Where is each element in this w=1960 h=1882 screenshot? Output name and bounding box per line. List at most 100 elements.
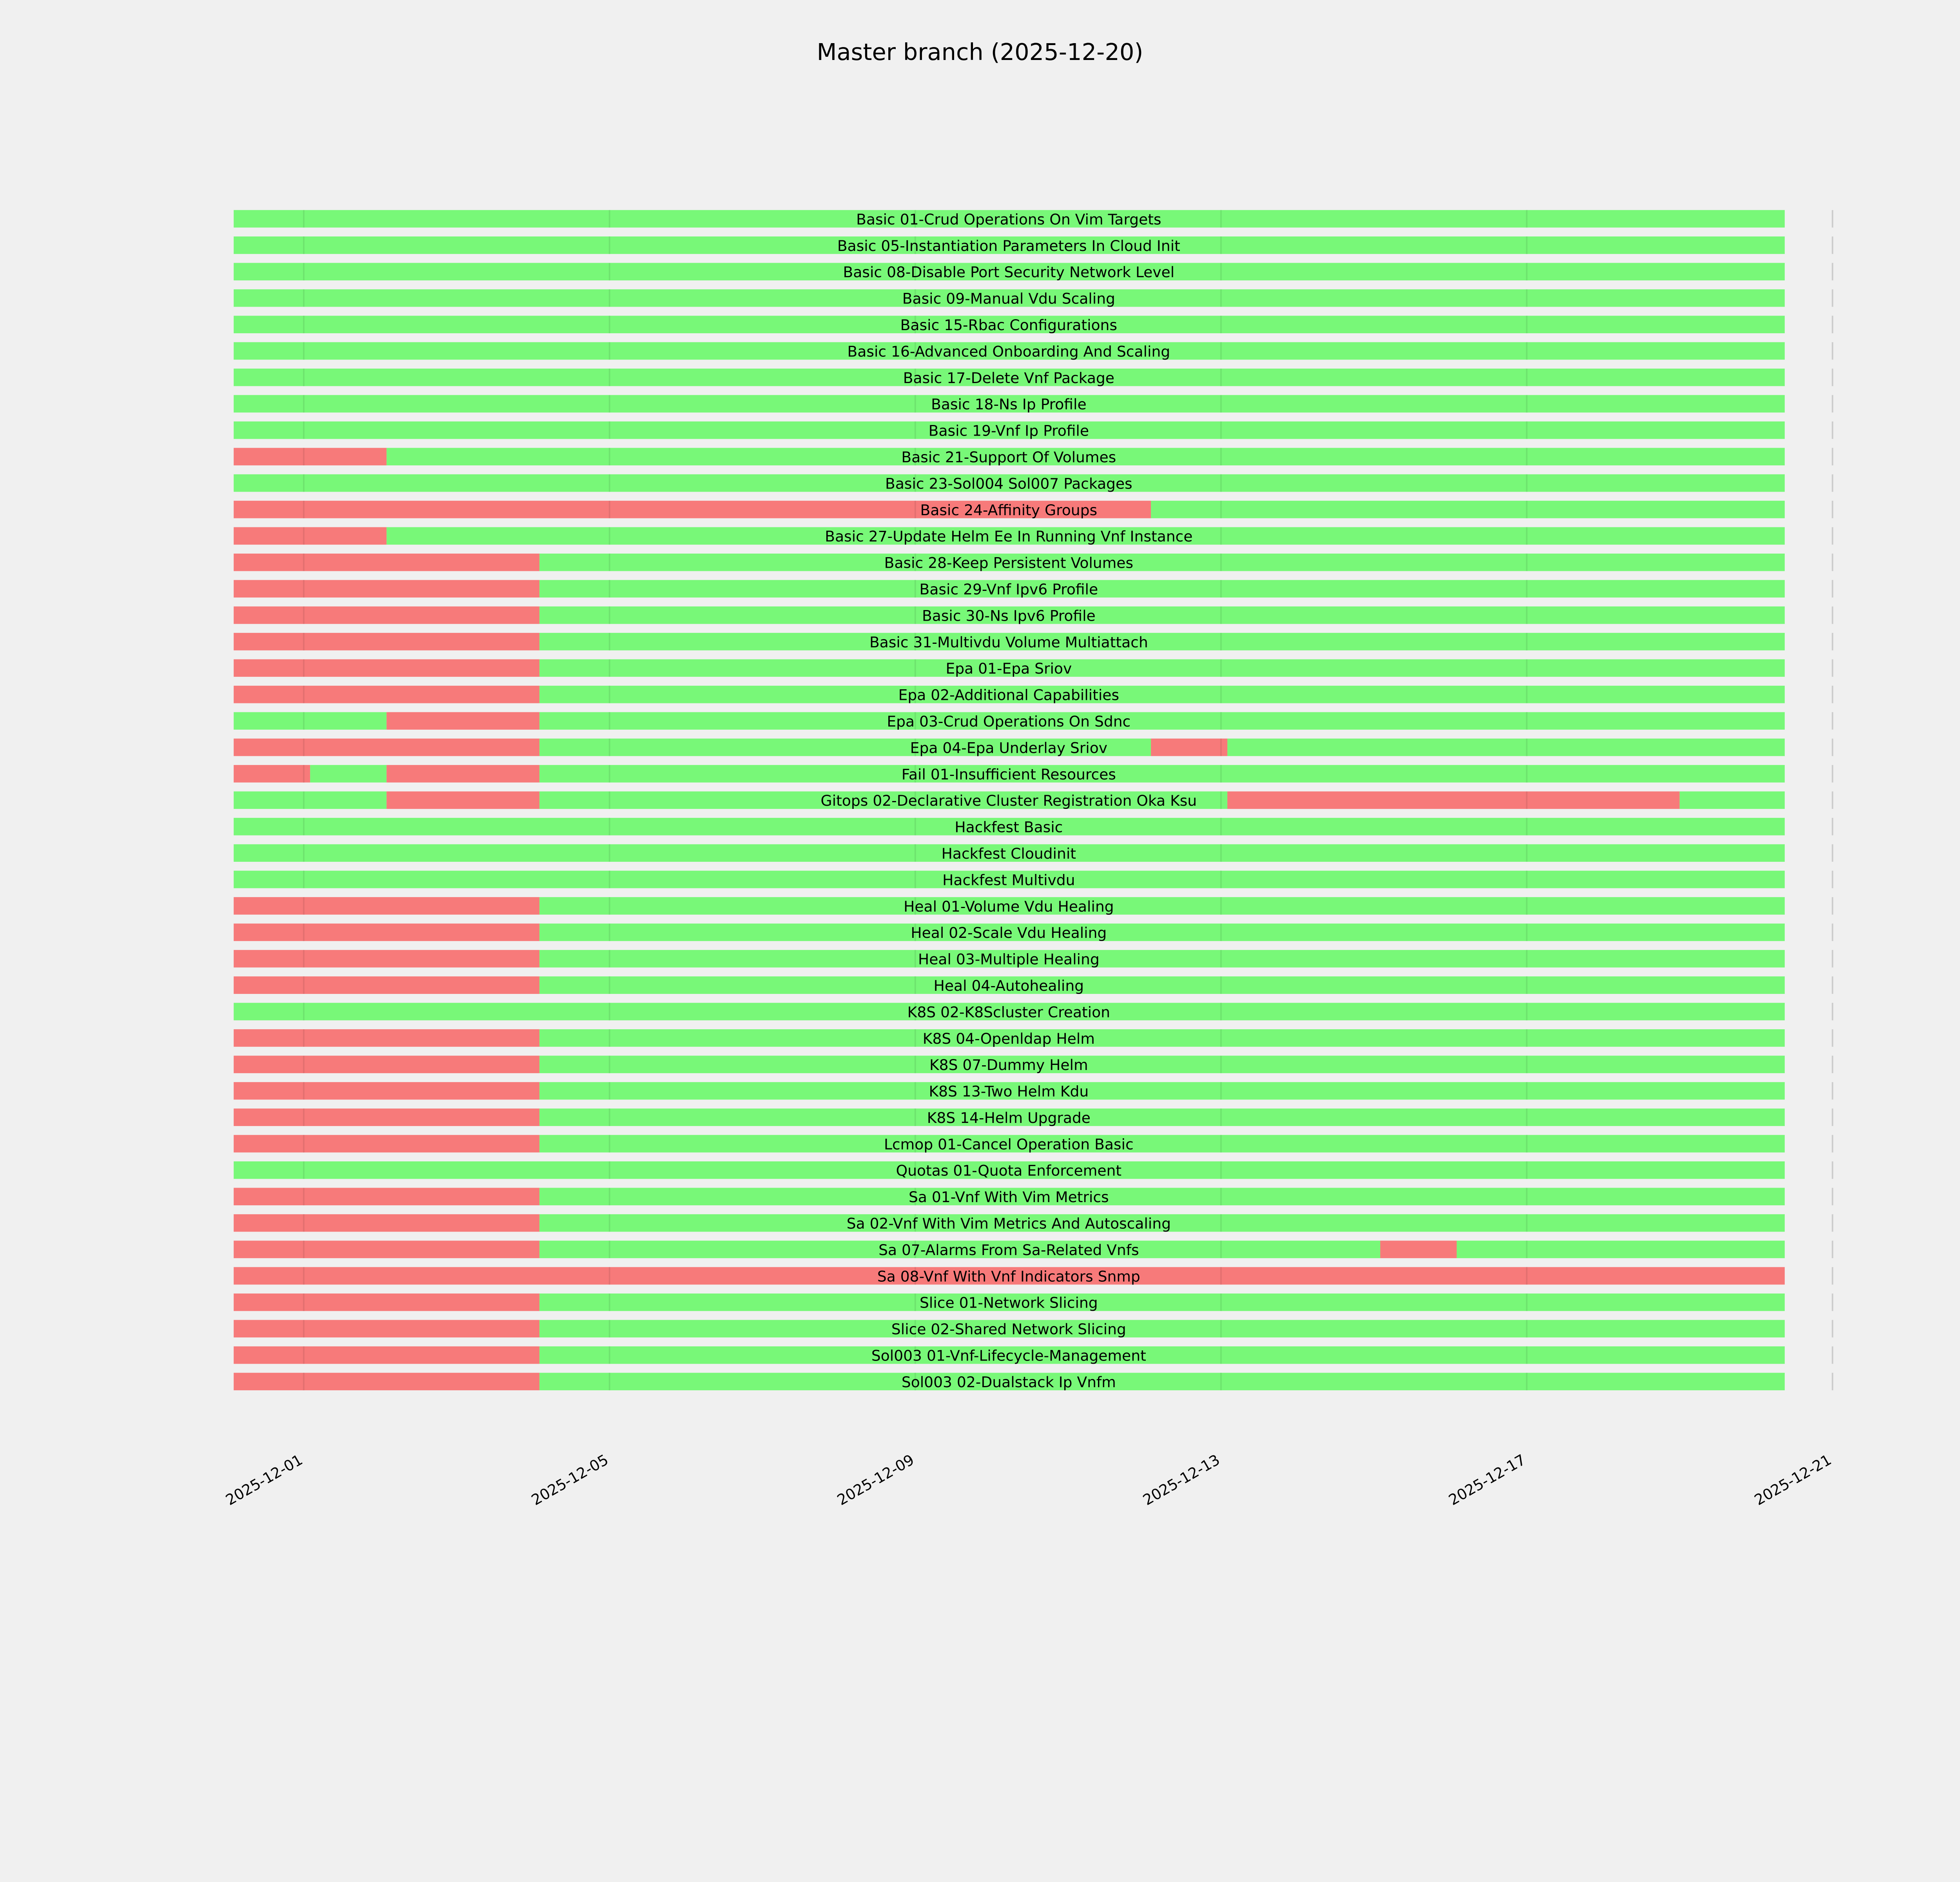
row-label: K8S 02-K8Scluster Creation: [907, 1003, 1110, 1021]
bar-segment-pass: [539, 1346, 1785, 1364]
bar-segment-fail: [234, 1188, 540, 1206]
bar-segment-pass: [1679, 791, 1785, 809]
bar-segment-fail: [1380, 1241, 1457, 1258]
bar-segment-fail: [234, 448, 387, 465]
bar-segment-pass: [234, 791, 387, 809]
bar-segment-pass: [234, 421, 1785, 439]
grid-overlay: [303, 210, 1528, 1390]
bars: [234, 210, 1785, 1390]
row-label: Slice 02-Shared Network Slicing: [891, 1321, 1126, 1338]
bar-segment-pass: [234, 316, 1785, 333]
bar-segment-fail: [234, 1029, 540, 1047]
row-label: K8S 07-Dummy Helm: [929, 1056, 1088, 1074]
row-label: Sa 01-Vnf With Vim Metrics: [909, 1188, 1109, 1206]
bar-segment-fail: [234, 950, 540, 968]
bar-segment-fail: [234, 738, 540, 756]
row-label: Basic 24-Affinity Groups: [920, 501, 1098, 519]
row-label: Heal 03-Multiple Healing: [918, 951, 1100, 968]
bar-segment-fail: [234, 527, 387, 545]
bar-segment-fail: [234, 1055, 540, 1074]
bar-segment-fail: [234, 580, 540, 598]
row-label: K8S 04-Openldap Helm: [923, 1030, 1095, 1047]
row-label: Basic 19-Vnf Ip Profile: [929, 422, 1089, 440]
bar-segment-pass: [539, 580, 1785, 598]
bar-segment-fail: [234, 1320, 540, 1338]
row-label: Heal 02-Scale Vdu Healing: [911, 924, 1107, 941]
bar-segment-pass: [539, 738, 1151, 756]
row-labels: Basic 01-Crud Operations On Vim Targets B…: [821, 211, 1197, 1391]
bar-segment-fail: [234, 1267, 1785, 1285]
bar-segment-pass: [234, 369, 1785, 386]
bar-segment-fail: [387, 712, 540, 730]
row-label: Basic 17-Delete Vnf Package: [903, 369, 1114, 387]
row-label: Sa 08-Vnf With Vnf Indicators Snmp: [877, 1268, 1140, 1285]
row-label: Basic 01-Crud Operations On Vim Targets: [856, 211, 1161, 228]
row-label: Sol003 01-Vnf-Lifecycle-Management: [871, 1347, 1146, 1364]
bar-segment-pass: [539, 1029, 1785, 1047]
row-label: Quotas 01-Quota Enforcement: [896, 1162, 1122, 1179]
row-label: Slice 01-Network Slicing: [920, 1294, 1098, 1312]
row-label: K8S 14-Helm Upgrade: [927, 1109, 1091, 1126]
bar-segment-pass: [539, 897, 1785, 915]
bar-segment-pass: [539, 1055, 1785, 1074]
row-label: Epa 04-Epa Underlay Sriov: [910, 739, 1107, 756]
bar-segment-pass: [234, 1161, 1785, 1179]
bar-segment-pass: [539, 1293, 1785, 1311]
bar-segment-pass: [234, 474, 1785, 492]
bar-segment-pass: [539, 1214, 1785, 1232]
row-label: Basic 18-Ns Ip Profile: [931, 396, 1087, 413]
bar-segment-fail: [234, 1241, 540, 1258]
chart-title: Master branch (2025-12-20): [817, 38, 1143, 65]
bar-segment-fail: [234, 685, 540, 703]
row-label: Hackfest Cloudinit: [942, 845, 1076, 862]
bar-segment-pass: [234, 210, 1785, 228]
bar-segment-pass: [1457, 1241, 1785, 1258]
row-label: Lcmop 01-Cancel Operation Basic: [884, 1135, 1134, 1153]
row-label: Sa 02-Vnf With Vim Metrics And Autoscali…: [847, 1215, 1171, 1232]
row-label: K8S 13-Two Helm Kdu: [929, 1083, 1089, 1100]
bar-segment-pass: [539, 976, 1785, 994]
bar-segment-pass: [539, 633, 1785, 650]
bar-segment-fail: [234, 501, 1151, 518]
bar-segment-pass: [234, 870, 1785, 888]
bar-segment-pass: [539, 553, 1785, 571]
timeline-chart: Master branch (2025-12-20) Basic 01-Crud…: [223, 38, 1835, 1509]
row-label: Gitops 02-Declarative Cluster Registrati…: [821, 792, 1197, 809]
row-label: Sol003 02-Dualstack Ip Vnfm: [902, 1373, 1116, 1391]
row-label: Hackfest Basic: [955, 819, 1063, 836]
row-label: Basic 28-Keep Persistent Volumes: [884, 554, 1133, 572]
bar-segment-pass: [234, 817, 1785, 836]
bar-segment-fail: [234, 1108, 540, 1126]
bar-segment-fail: [234, 1293, 540, 1311]
bar-segment-pass: [539, 791, 1228, 809]
bar-segment-pass: [234, 1003, 1785, 1021]
bar-segment-fail: [234, 976, 540, 994]
bar-segment-fail: [234, 659, 540, 677]
row-label: Epa 03-Crud Operations On Sdnc: [887, 713, 1131, 730]
row-label: Hackfest Multivdu: [942, 871, 1075, 888]
bar-segment-fail: [234, 923, 540, 941]
bar-segment-pass: [539, 765, 1785, 783]
row-label: Basic 09-Manual Vdu Scaling: [902, 290, 1115, 307]
bar-segment-pass: [1151, 501, 1785, 518]
bar-segment-pass: [539, 685, 1785, 703]
bar-segment-fail: [234, 1082, 540, 1100]
bar-segment-pass: [539, 1082, 1785, 1100]
bar-segment-fail: [387, 791, 540, 809]
bar-segment-pass: [234, 236, 1785, 254]
row-label: Basic 30-Ns Ipv6 Profile: [922, 607, 1096, 624]
row-label: Basic 05-Instantiation Parameters In Clo…: [837, 237, 1180, 254]
bar-segment-fail: [234, 897, 540, 915]
bar-segment-pass: [539, 950, 1785, 968]
bar-segment-fail: [234, 1214, 540, 1232]
bar-segment-pass: [539, 1320, 1785, 1338]
row-label: Basic 29-Vnf Ipv6 Profile: [920, 581, 1098, 598]
bar-segment-pass: [310, 765, 387, 783]
row-label: Heal 04-Autohealing: [934, 977, 1084, 994]
bar-segment-fail: [234, 1373, 540, 1390]
bar-segment-pass: [387, 448, 1785, 465]
bar-segment-pass: [387, 527, 1785, 545]
bar-segment-fail: [1227, 791, 1680, 809]
bar-segment-fail: [387, 765, 540, 783]
bar-segment-fail: [234, 1346, 540, 1364]
